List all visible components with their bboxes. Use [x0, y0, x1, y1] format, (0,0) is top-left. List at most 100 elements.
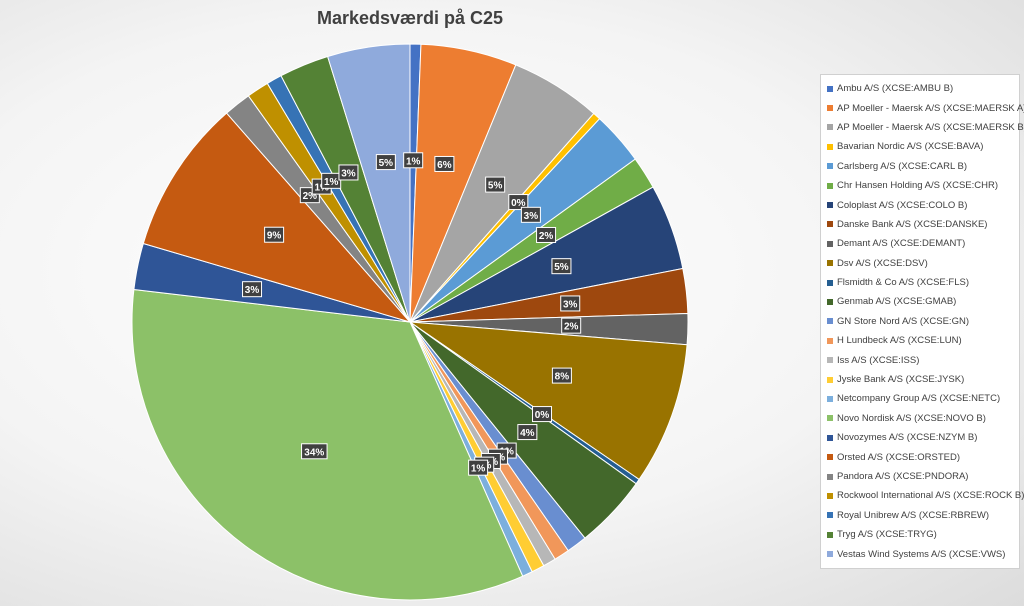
legend-label: AP Moeller - Maersk A/S (XCSE:MAERSK B): [837, 121, 1024, 133]
legend-label: GN Store Nord A/S (XCSE:GN): [837, 315, 969, 327]
legend-swatch: [827, 434, 833, 441]
legend-label: Tryg A/S (XCSE:TRYG): [837, 529, 937, 541]
legend-swatch: [827, 202, 833, 209]
legend-item: Ambu A/S (XCSE:AMBU B): [827, 79, 1019, 98]
legend-item: Genmab A/S (XCSE:GMAB): [827, 292, 1019, 311]
legend-item: Vestas Wind Systems A/S (XCSE:VWS): [827, 544, 1019, 563]
legend-swatch: [827, 512, 833, 519]
svg-text:0%: 0%: [511, 198, 526, 209]
legend-label: Dsv A/S (XCSE:DSV): [837, 257, 928, 269]
data-label: 3%: [242, 281, 263, 298]
legend-label: Orsted A/S (XCSE:ORSTED): [837, 451, 960, 463]
svg-text:1%: 1%: [406, 156, 421, 167]
data-label: 0%: [532, 406, 553, 423]
pie-chart: 1%6%5%0%3%2%5%3%2%8%0%4%1%1%1%1%1%34%3%9…: [131, 43, 689, 601]
pie-slice: [408, 321, 688, 481]
legend-label: Pandora A/S (XCSE:PNDORA): [837, 471, 969, 482]
data-label: 1%: [321, 172, 342, 189]
legend-swatch: [827, 143, 833, 150]
svg-text:2%: 2%: [303, 191, 318, 202]
legend-label: Royal Unibrew A/S (XCSE:RBREW): [837, 509, 990, 521]
data-label: 3%: [560, 295, 581, 312]
legend-label: Demant A/S (XCSE:DEMANT): [837, 238, 966, 250]
data-label: 1%: [468, 459, 489, 476]
legend-swatch: [827, 279, 833, 286]
legend-label: Rockwool International A/S (XCSE:ROCK B): [837, 490, 1024, 502]
legend-label: H Lundbeck A/S (XCSE:LUN): [837, 335, 962, 347]
legend-item: Tryg A/S (XCSE:TRYG): [827, 525, 1019, 544]
legend-item: Flsmidth & Co A/S (XCSE:FLS): [827, 273, 1019, 292]
svg-text:3%: 3%: [245, 285, 260, 296]
svg-text:8%: 8%: [555, 372, 570, 383]
legend-item: Danske Bank A/S (XCSE:DANSKE): [827, 215, 1019, 234]
data-label: 3%: [520, 206, 541, 223]
legend-swatch: [827, 473, 833, 480]
legend-item: Royal Unibrew A/S (XCSE:RBREW): [827, 506, 1019, 525]
svg-text:1%: 1%: [324, 177, 339, 188]
legend-label: Ambu A/S (XCSE:AMBU B): [837, 83, 954, 95]
data-label: 0%: [508, 194, 529, 211]
legend-swatch: [827, 454, 833, 461]
data-label: 2%: [536, 226, 557, 243]
legend-label: Netcompany Group A/S (XCSE:NETC): [837, 393, 1001, 405]
legend-swatch: [827, 105, 833, 112]
legend-label: Jyske Bank A/S (XCSE:JYSK): [837, 374, 965, 386]
legend-swatch: [827, 551, 833, 558]
legend-item: H Lundbeck A/S (XCSE:LUN): [827, 331, 1019, 350]
chart-title: Markedsværdi på C25: [316, 8, 504, 28]
legend-item: AP Moeller - Maersk A/S (XCSE:MAERSK B): [827, 118, 1024, 137]
data-label: 3%: [338, 164, 359, 181]
legend-label: Novo Nordisk A/S (XCSE:NOVO B): [837, 412, 986, 424]
data-label: 34%: [301, 443, 328, 460]
svg-text:34%: 34%: [304, 447, 324, 458]
legend-swatch: [827, 337, 833, 344]
legend: Ambu A/S (XCSE:AMBU B) AP Moeller - Maers…: [820, 74, 1024, 569]
legend-swatch: [827, 318, 833, 325]
legend-label: Flsmidth & Co A/S (XCSE:FLS): [837, 277, 969, 289]
svg-text:5%: 5%: [554, 262, 569, 273]
data-label: 4%: [517, 424, 538, 441]
legend-swatch: [827, 531, 833, 538]
legend-swatch: [827, 415, 833, 422]
legend-item: GN Store Nord A/S (XCSE:GN): [827, 312, 1019, 331]
legend-label: Genmab A/S (XCSE:GMAB): [837, 296, 957, 308]
legend-swatch: [827, 163, 833, 170]
legend-swatch: [827, 240, 833, 247]
legend-item: Demant A/S (XCSE:DEMANT): [827, 234, 1019, 253]
legend-item: Novozymes A/S (XCSE:NZYM B): [827, 428, 1019, 447]
legend-swatch: [827, 85, 833, 92]
legend-label: Carlsberg A/S (XCSE:CARL B): [837, 160, 968, 172]
legend-label: Bavarian Nordic A/S (XCSE:BAVA): [837, 141, 984, 153]
data-label: 5%: [485, 176, 506, 193]
legend-item: Iss A/S (XCSE:ISS): [827, 350, 1019, 369]
legend-swatch: [827, 260, 833, 267]
legend-item: Rockwool International A/S (XCSE:ROCK B): [827, 486, 1024, 505]
data-label: 5%: [375, 154, 396, 171]
legend-item: AP Moeller - Maersk A/S (XCSE:MAERSK A): [827, 98, 1024, 117]
data-label: 1%: [403, 152, 424, 169]
legend-swatch: [827, 357, 833, 364]
legend-swatch: [827, 182, 833, 189]
svg-text:5%: 5%: [379, 158, 394, 169]
svg-text:2%: 2%: [564, 322, 579, 333]
pie-slice: [142, 112, 412, 323]
legend-swatch: [827, 124, 833, 131]
data-label: 5%: [551, 258, 572, 275]
data-label: 6%: [434, 155, 455, 172]
legend-label: Danske Bank A/S (XCSE:DANSKE): [837, 218, 988, 230]
legend-label: Coloplast A/S (XCSE:COLO B): [837, 199, 968, 211]
svg-text:9%: 9%: [267, 231, 282, 242]
legend-label: Novozymes A/S (XCSE:NZYM B): [837, 432, 978, 444]
legend-item: Dsv A/S (XCSE:DSV): [827, 254, 1019, 273]
svg-text:5%: 5%: [488, 181, 503, 192]
legend-item: Netcompany Group A/S (XCSE:NETC): [827, 389, 1019, 408]
legend-swatch: [827, 395, 833, 402]
svg-text:6%: 6%: [437, 160, 452, 171]
svg-text:0%: 0%: [535, 410, 550, 421]
svg-text:2%: 2%: [539, 231, 554, 242]
svg-text:1%: 1%: [471, 464, 486, 475]
legend-item: Coloplast A/S (XCSE:COLO B): [827, 195, 1019, 214]
legend-swatch: [827, 221, 833, 228]
svg-text:3%: 3%: [563, 299, 578, 310]
legend-item: Jyske Bank A/S (XCSE:JYSK): [827, 370, 1019, 389]
